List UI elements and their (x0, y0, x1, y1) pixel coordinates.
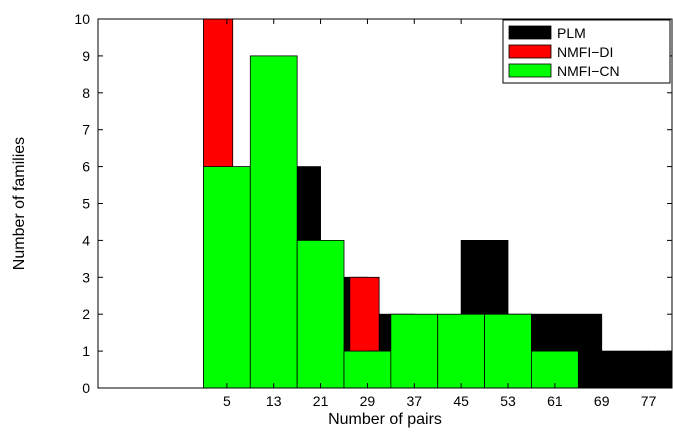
x-tick-label: 21 (313, 393, 329, 409)
bar-plm-7 (648, 350, 673, 389)
y-tick-label: 6 (82, 159, 90, 175)
legend-label-plm: PLM (557, 25, 586, 41)
y-tick-label: 5 (82, 196, 90, 212)
bar-nmfi-cn-1 (249, 55, 298, 389)
y-tick-label: 8 (82, 85, 90, 101)
x-tick-label: 45 (453, 393, 469, 409)
legend-swatch-plm (508, 25, 552, 40)
y-tick-label: 9 (82, 48, 90, 64)
y-tick-label: 4 (82, 232, 90, 248)
y-tick-label: 10 (74, 11, 90, 27)
y-tick-label: 3 (82, 269, 90, 285)
bar-nmfi-cn-3 (343, 350, 392, 389)
y-tick-label: 7 (82, 122, 90, 138)
legend-label-nmfi-di: NMFI−DI (557, 44, 613, 60)
y-tick-label: 2 (82, 306, 90, 322)
legend-label-nmfi-cn: NMFI−CN (557, 63, 620, 79)
legend-items: PLM NMFI−DI NMFI−CN (508, 25, 620, 79)
bars-layer (203, 18, 673, 389)
x-tick-label: 69 (594, 393, 610, 409)
bar-nmfi-cn-5 (437, 313, 485, 389)
bar-plm-6 (601, 350, 649, 389)
x-tick-label: 53 (500, 393, 516, 409)
x-tick-label: 37 (406, 393, 422, 409)
y-axis-label: Number of families (11, 137, 28, 270)
x-tick-label: 61 (547, 393, 563, 409)
y-tick-label: 1 (82, 343, 90, 359)
bar-nmfi-cn-6 (484, 313, 532, 389)
bar-nmfi-cn-4 (390, 313, 439, 389)
x-tick-label: 13 (266, 393, 282, 409)
bar-nmfi-cn-7 (531, 350, 579, 389)
x-axis-label: Number of pairs (328, 411, 442, 428)
legend: PLM NMFI−DI NMFI−CN (502, 19, 671, 84)
legend-swatch-nmfi-di (508, 44, 552, 59)
y-tick-label: 0 (82, 380, 90, 396)
legend-swatch-nmfi-cn (508, 63, 552, 78)
x-tick-label: 29 (360, 393, 376, 409)
bar-nmfi-cn-2 (296, 239, 345, 389)
x-tick-label: 5 (223, 393, 231, 409)
x-tick-label: 77 (641, 393, 657, 409)
bar-nmfi-cn-0 (203, 166, 251, 389)
